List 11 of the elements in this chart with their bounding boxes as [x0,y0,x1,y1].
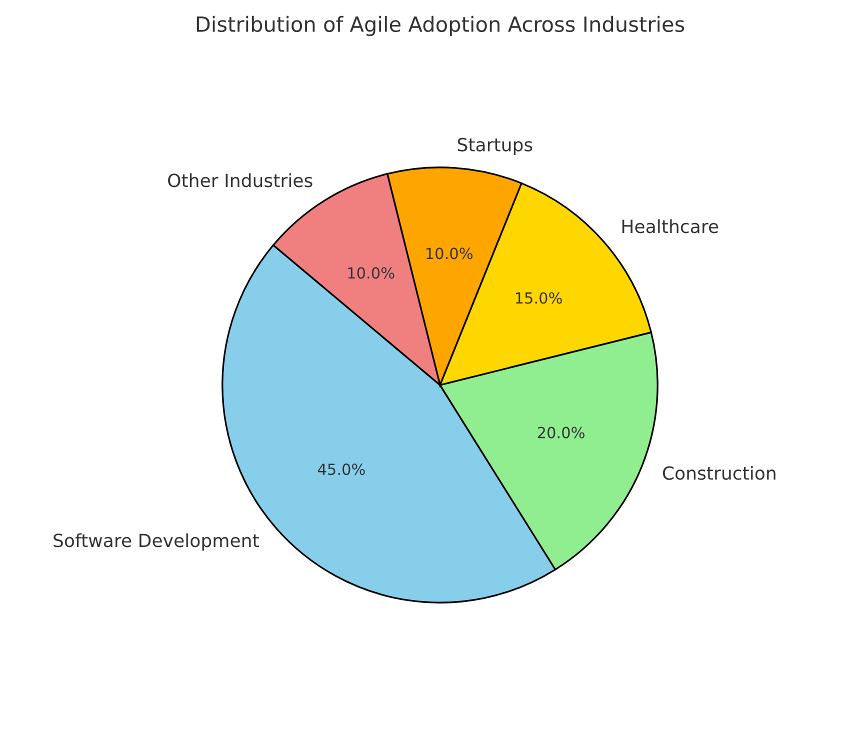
data-label: 10.0% [348,267,394,279]
data-label: 45.0% [318,464,365,476]
data-label: 20.0% [538,426,584,438]
slice-label: Healthcare [622,219,718,234]
slice-label: Software Development [54,533,259,551]
data-label: 15.0% [516,292,562,304]
slice-label: Other Industries [168,173,312,188]
slice-label: Startups [458,138,532,155]
slice-label: Construction [662,466,776,480]
chart-title: Distribution of Agile Adoption Across Industries [196,16,684,36]
data-label: 10.0% [426,248,473,260]
